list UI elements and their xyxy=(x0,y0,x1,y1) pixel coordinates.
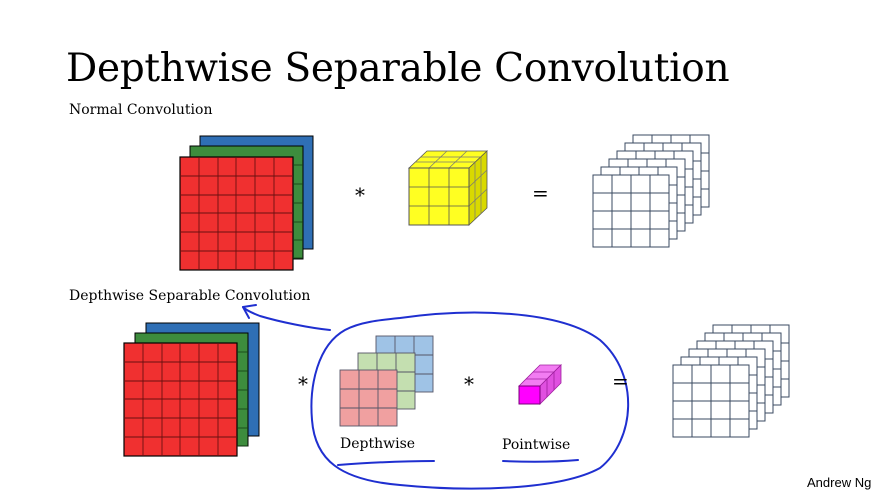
normal-convolution-label: Normal Convolution xyxy=(69,102,213,118)
equals-operator: = xyxy=(612,369,629,393)
equals-operator: = xyxy=(532,181,549,205)
pointwise-label: Pointwise xyxy=(502,437,571,453)
ink-underline-depthwise xyxy=(337,460,435,466)
output-volume-dsc xyxy=(672,324,790,438)
slide-title: Depthwise Separable Convolution xyxy=(66,46,730,91)
yellow-filter xyxy=(407,150,489,226)
depthwise-label: Depthwise xyxy=(340,436,416,452)
red-channel xyxy=(179,156,303,271)
output-volume-normal xyxy=(592,134,710,248)
multiply-operator: * xyxy=(298,372,308,396)
depthwise-filters xyxy=(339,335,434,427)
depthwise-filter-red xyxy=(339,369,398,427)
input-volume-normal xyxy=(179,135,314,271)
author-credit: Andrew Ng xyxy=(807,475,872,490)
depthwise-separable-label: Depthwise Separable Convolution xyxy=(69,288,311,304)
ink-arrowhead xyxy=(242,304,257,319)
ink-arrow xyxy=(242,306,331,331)
ink-annotations xyxy=(242,304,630,490)
ink-circle xyxy=(310,311,630,490)
pointwise-filter xyxy=(518,364,562,405)
multiply-operator: * xyxy=(355,183,365,207)
multiply-operator: * xyxy=(464,372,474,396)
ink-underline-pointwise xyxy=(502,459,579,463)
input-volume-dsc xyxy=(123,322,260,457)
